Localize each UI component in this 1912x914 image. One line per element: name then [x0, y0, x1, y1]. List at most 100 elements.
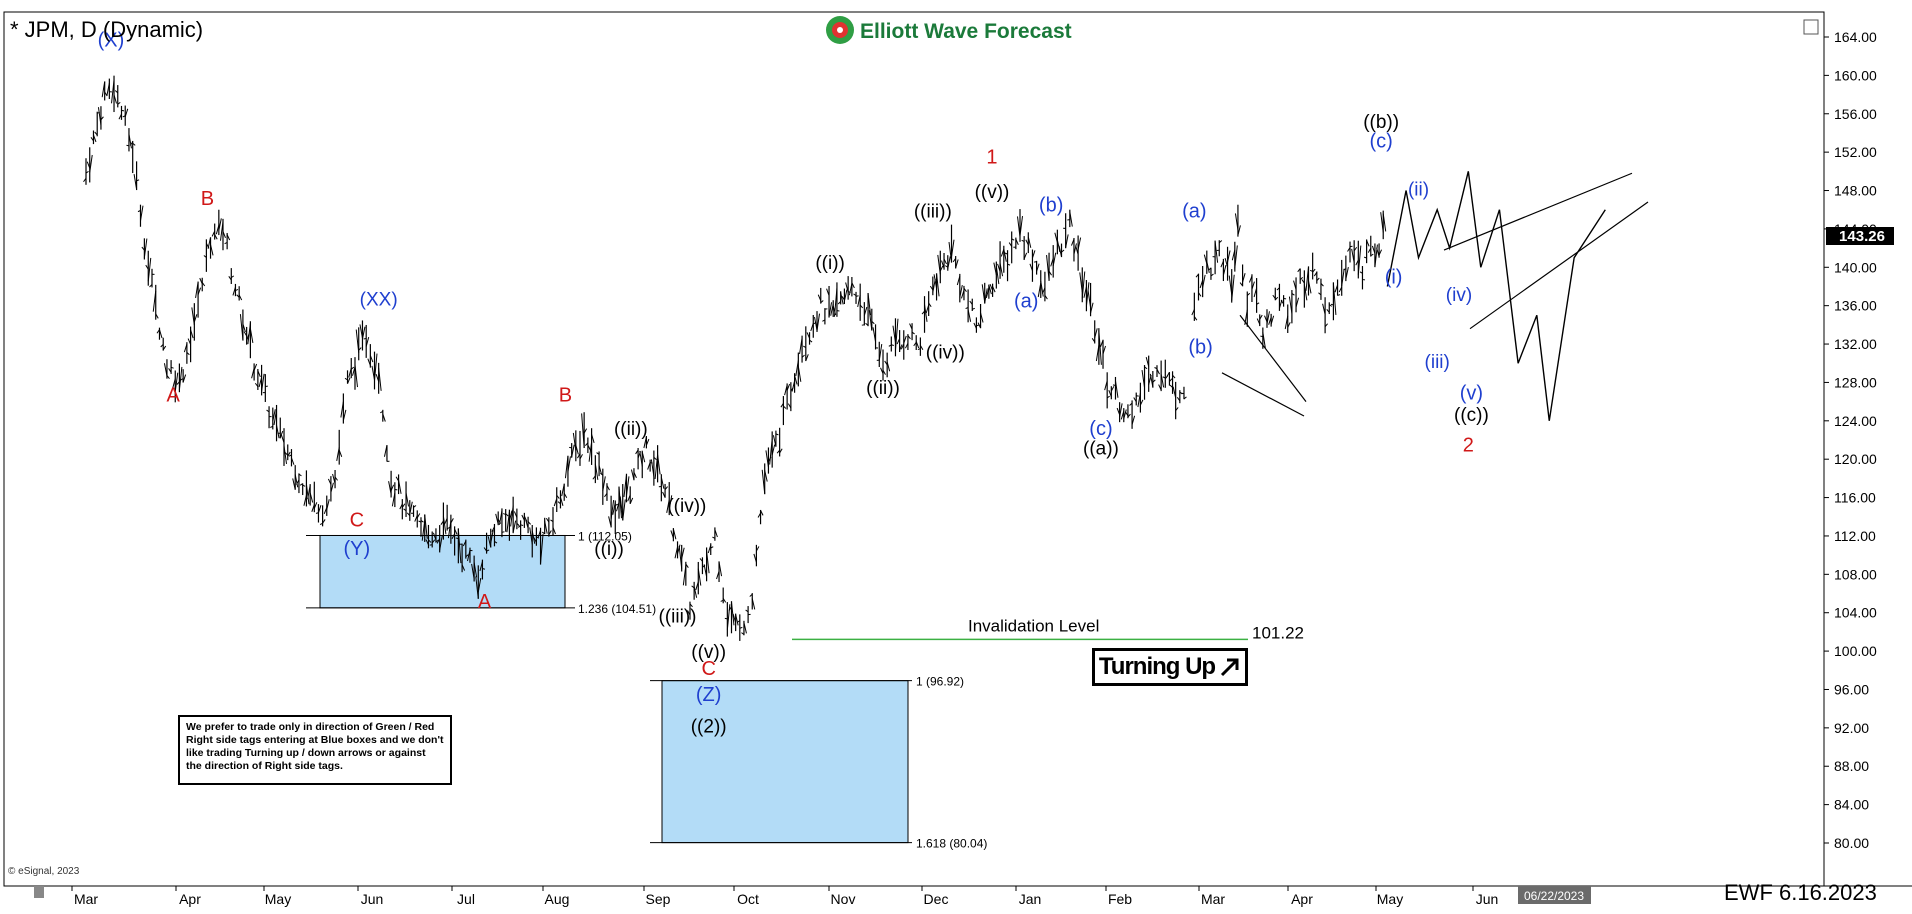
x-tick-label: Dec	[924, 891, 949, 907]
y-tick-label: 140.00	[1834, 259, 1877, 275]
y-tick-label: 156.00	[1834, 106, 1877, 122]
wave-label: (Z)	[696, 684, 722, 706]
y-tick-label: 128.00	[1834, 374, 1877, 390]
copyright: © eSignal, 2023	[8, 866, 80, 877]
arrow-up-right-icon	[1219, 656, 1241, 678]
x-tick-label: Jun	[361, 891, 384, 907]
y-tick-label: 160.00	[1834, 67, 1877, 83]
y-tick-label: 120.00	[1834, 451, 1877, 467]
ohlc-open	[1113, 385, 1116, 386]
brand-name: Elliott Wave Forecast	[860, 20, 1072, 43]
wave-label: C	[701, 658, 715, 680]
wave-label: B	[559, 385, 572, 407]
y-tick-label: 124.00	[1834, 413, 1877, 429]
y-tick-label: 108.00	[1834, 566, 1877, 582]
y-tick-label: 112.00	[1834, 528, 1876, 544]
y-tick-label: 84.00	[1834, 797, 1869, 813]
chart-title: * JPM, D (Dynamic)	[10, 17, 203, 42]
wave-label: ((2))	[691, 717, 727, 738]
wedge-line	[1240, 315, 1306, 401]
wave-label: ((ii))	[866, 378, 900, 399]
y-tick-label: 152.00	[1834, 144, 1877, 160]
x-tick-label: Mar	[1201, 891, 1225, 907]
x-tick-label: Feb	[1108, 891, 1132, 907]
ohlc-open	[316, 513, 319, 514]
x-tick-label: Jun	[1476, 891, 1499, 907]
x-tick-label: Nov	[831, 891, 856, 907]
fib-label: 1 (96.92)	[916, 675, 964, 689]
wave-label: (iii)	[1425, 352, 1450, 373]
x-tick-label: Aug	[545, 891, 570, 907]
x-tick-label: Jul	[457, 891, 475, 907]
wave-label: (a)	[1014, 291, 1038, 313]
wave-label: ((ii))	[614, 419, 648, 440]
brand-logo-icon	[837, 27, 843, 33]
y-tick-label: 92.00	[1834, 720, 1869, 736]
channel-line	[1470, 202, 1648, 329]
wave-label: ((a))	[1083, 438, 1119, 459]
date-badge: 06/22/2023	[1524, 889, 1584, 903]
ohlc-open	[1260, 336, 1263, 337]
wave-label: B	[201, 188, 214, 210]
wave-label: ((iii))	[659, 606, 697, 627]
ohlc-close	[856, 296, 859, 297]
dyn-icon	[34, 886, 44, 898]
wave-label: (v)	[1460, 383, 1483, 405]
wave-label: A	[167, 385, 181, 407]
wave-label: ((iii))	[914, 201, 952, 222]
wave-label: (Y)	[344, 538, 371, 560]
y-tick-label: 96.00	[1834, 681, 1869, 697]
wave-label: (i)	[1385, 267, 1403, 289]
wave-label: C	[350, 509, 364, 531]
projection-path	[1387, 171, 1605, 420]
invalidation-value: 101.22	[1252, 623, 1304, 642]
y-tick-label: 148.00	[1834, 183, 1877, 199]
wave-label: (c)	[1089, 418, 1112, 440]
turning-up-tag: Turning Up	[1092, 648, 1248, 686]
window-icon	[1804, 20, 1818, 34]
y-tick-label: 116.00	[1834, 490, 1876, 506]
x-tick-label: May	[265, 891, 291, 907]
x-tick-label: Sep	[646, 891, 671, 907]
fib-label: 1.236 (104.51)	[578, 602, 656, 616]
wave-label: (b)	[1188, 337, 1212, 359]
wave-label: 1	[986, 147, 997, 169]
ohlc-open	[456, 538, 459, 539]
wedge-line	[1222, 373, 1304, 416]
y-tick-label: 80.00	[1834, 835, 1869, 851]
y-tick-label: 100.00	[1834, 643, 1877, 659]
wave-label: ((i))	[594, 539, 624, 560]
x-tick-label: May	[1377, 891, 1403, 907]
ohlc-open	[364, 338, 367, 339]
ewf-date: EWF 6.16.2023	[1724, 880, 1877, 905]
last-price-badge: 143.26	[1839, 228, 1885, 245]
y-tick-label: 136.00	[1834, 298, 1877, 314]
y-tick-label: 132.00	[1834, 336, 1877, 352]
disclaimer-note: We prefer to trade only in direction of …	[178, 715, 452, 785]
wave-label: ((iv))	[667, 496, 706, 517]
wave-label: (ii)	[1408, 179, 1429, 200]
wave-label: (a)	[1182, 200, 1206, 222]
wave-label: ((c))	[1454, 405, 1489, 426]
y-tick-label: 164.00	[1834, 29, 1877, 45]
wave-label: A	[478, 591, 492, 613]
ohlc-open	[126, 145, 129, 146]
ohlc-close	[502, 532, 505, 533]
x-tick-label: Mar	[74, 891, 98, 907]
invalidation-label: Invalidation Level	[968, 616, 1099, 635]
ohlc-close	[521, 525, 524, 526]
wave-label: ((i))	[815, 253, 845, 274]
wave-label: (c)	[1369, 130, 1392, 152]
wave-label: (XX)	[360, 290, 398, 311]
x-tick-label: Jan	[1019, 891, 1042, 907]
x-tick-label: Oct	[737, 891, 759, 907]
fib-label: 1.618 (80.04)	[916, 837, 987, 851]
turning-up-label: Turning Up	[1099, 653, 1215, 681]
wave-label: ((iv))	[926, 342, 965, 363]
x-tick-label: Apr	[1291, 891, 1313, 907]
y-tick-label: 88.00	[1834, 758, 1869, 774]
wave-label: 2	[1463, 435, 1474, 457]
wave-label: (b)	[1039, 195, 1063, 217]
x-tick-label: Apr	[179, 891, 201, 907]
